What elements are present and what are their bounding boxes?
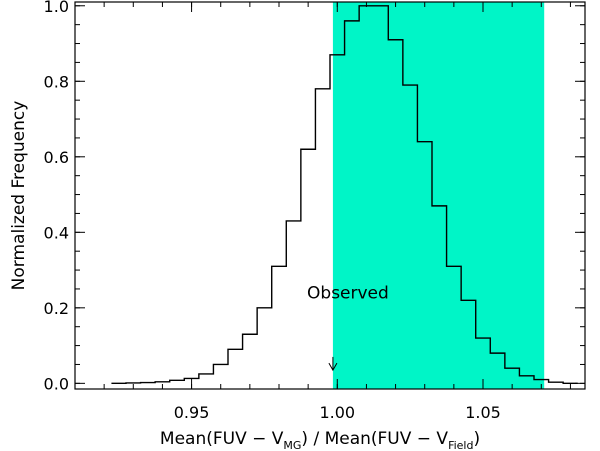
y-tick-label: 0.2	[44, 299, 69, 318]
shaded-region	[332, 2, 545, 389]
histogram-line	[111, 5, 578, 385]
y-tick-label: 0.4	[44, 223, 69, 242]
observed-arrow	[328, 356, 338, 372]
y-tick-label: 0.6	[44, 148, 69, 167]
x-axis-label-part2: ) / Mean(FUV − V	[301, 429, 448, 449]
tick-labels: 0.95 1.00 1.05 0.0 0.2 0.4 0.6 0.8 1.0	[44, 0, 501, 422]
y-tick-label: 1.0	[44, 0, 69, 16]
x-axis-label-part1: Mean(FUV − V	[160, 429, 284, 449]
y-tick-label: 0.8	[44, 72, 69, 91]
y-tick-label: 0.0	[44, 374, 69, 393]
axis-ticks	[74, 2, 585, 389]
x-axis-label: Mean(FUV − VMG) / Mean(FUV − VField)	[160, 429, 480, 451]
y-axis-label: Normalized Frequency	[9, 101, 29, 291]
x-tick-label: 0.95	[174, 403, 210, 422]
x-axis-label-sub2: Field	[448, 439, 473, 451]
plot-frame	[74, 1, 586, 390]
observed-label: Observed	[307, 283, 389, 303]
observed-arrow-head	[328, 362, 338, 372]
x-tick-label: 1.00	[319, 403, 355, 422]
x-axis-label-part3: )	[473, 429, 480, 449]
x-tick-label: 1.05	[465, 403, 501, 422]
x-axis-label-sub1: MG	[283, 439, 301, 451]
